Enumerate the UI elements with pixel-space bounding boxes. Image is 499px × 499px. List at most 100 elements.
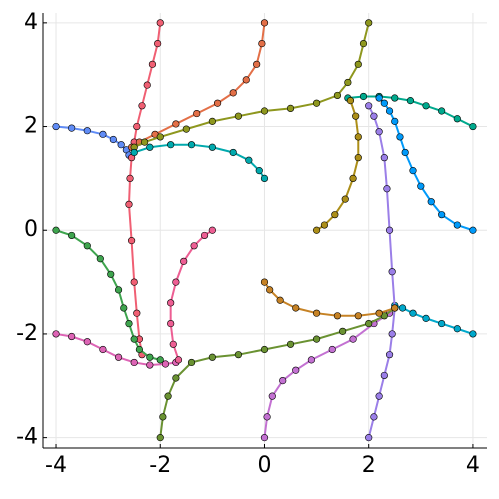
- point: [107, 270, 115, 278]
- point: [96, 255, 104, 263]
- point: [133, 309, 141, 317]
- point: [365, 434, 373, 442]
- point: [427, 198, 435, 206]
- point: [417, 182, 425, 190]
- point: [359, 92, 368, 101]
- point: [263, 413, 271, 421]
- point: [453, 221, 461, 229]
- point: [346, 97, 355, 105]
- series-line: [133, 143, 266, 179]
- x-tick-label: 0: [257, 453, 271, 478]
- point: [180, 257, 188, 265]
- point: [125, 200, 133, 208]
- point: [286, 340, 295, 348]
- point: [354, 60, 362, 68]
- series-line: [159, 307, 396, 438]
- point: [333, 91, 342, 100]
- series-line: [55, 125, 130, 156]
- point: [242, 76, 250, 84]
- y-tick-label: 0: [24, 217, 38, 242]
- point: [438, 107, 446, 115]
- point: [190, 242, 198, 250]
- point: [286, 104, 295, 112]
- point: [365, 19, 373, 27]
- point: [187, 358, 196, 367]
- point: [172, 120, 180, 128]
- point: [453, 115, 461, 123]
- point: [365, 319, 373, 328]
- point: [391, 117, 399, 125]
- series-line: [263, 281, 396, 317]
- x-tick-label: 4: [466, 453, 480, 478]
- point: [167, 299, 175, 307]
- point: [138, 102, 146, 110]
- point: [161, 360, 170, 368]
- point: [208, 353, 216, 361]
- point: [208, 117, 216, 125]
- point: [438, 319, 446, 328]
- point: [159, 413, 167, 421]
- point: [354, 133, 362, 141]
- point: [68, 124, 76, 132]
- point: [370, 413, 378, 421]
- point: [349, 335, 357, 343]
- point: [391, 304, 399, 312]
- point: [208, 226, 216, 234]
- point: [266, 286, 274, 294]
- point: [167, 319, 175, 328]
- point: [385, 107, 394, 115]
- point: [396, 133, 404, 141]
- point: [260, 19, 269, 27]
- point: [375, 392, 383, 400]
- point: [156, 356, 164, 364]
- point: [391, 94, 399, 102]
- point: [406, 97, 414, 105]
- point: [312, 335, 321, 343]
- point: [354, 312, 362, 320]
- point: [380, 371, 388, 380]
- point: [213, 99, 222, 107]
- point: [83, 127, 91, 135]
- point: [260, 107, 269, 115]
- point: [146, 361, 154, 369]
- x-tick-label: -2: [149, 453, 171, 478]
- point: [292, 366, 300, 374]
- point: [380, 99, 388, 107]
- series-line: [127, 22, 162, 355]
- point: [187, 141, 196, 149]
- point: [260, 434, 269, 442]
- point: [120, 304, 128, 312]
- point: [331, 211, 339, 219]
- point: [385, 226, 394, 234]
- point: [438, 211, 446, 219]
- series-line: [133, 22, 370, 149]
- point: [130, 335, 138, 343]
- point: [99, 345, 107, 354]
- point: [229, 148, 237, 157]
- point: [312, 309, 321, 317]
- point: [130, 148, 138, 157]
- point: [127, 237, 136, 245]
- point: [156, 19, 164, 27]
- point: [365, 102, 373, 110]
- x-tick-label: -4: [45, 453, 67, 478]
- point: [422, 102, 430, 110]
- plot-area: [52, 19, 477, 442]
- point: [370, 112, 378, 120]
- point: [169, 340, 177, 348]
- point: [245, 156, 253, 164]
- point: [154, 39, 162, 48]
- point: [114, 353, 123, 361]
- point: [453, 325, 461, 333]
- point: [172, 374, 180, 382]
- point: [143, 81, 151, 89]
- point: [229, 89, 237, 97]
- point: [83, 338, 91, 346]
- point: [375, 128, 383, 136]
- point: [268, 392, 276, 400]
- point: [133, 122, 141, 131]
- grid: [43, 13, 487, 448]
- point: [383, 185, 391, 193]
- point: [469, 226, 477, 234]
- point: [234, 351, 243, 359]
